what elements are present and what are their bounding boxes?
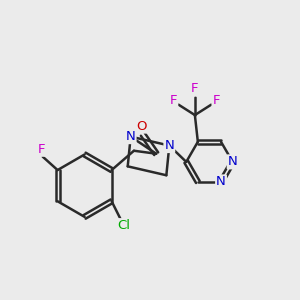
Text: N: N <box>228 155 238 168</box>
Text: F: F <box>170 94 177 107</box>
Text: N: N <box>164 139 174 152</box>
Text: F: F <box>191 82 199 95</box>
Text: O: O <box>136 120 147 133</box>
Text: Cl: Cl <box>117 219 130 232</box>
Text: N: N <box>216 176 226 188</box>
Text: F: F <box>38 143 45 156</box>
Text: F: F <box>212 94 220 107</box>
Text: N: N <box>126 130 136 143</box>
